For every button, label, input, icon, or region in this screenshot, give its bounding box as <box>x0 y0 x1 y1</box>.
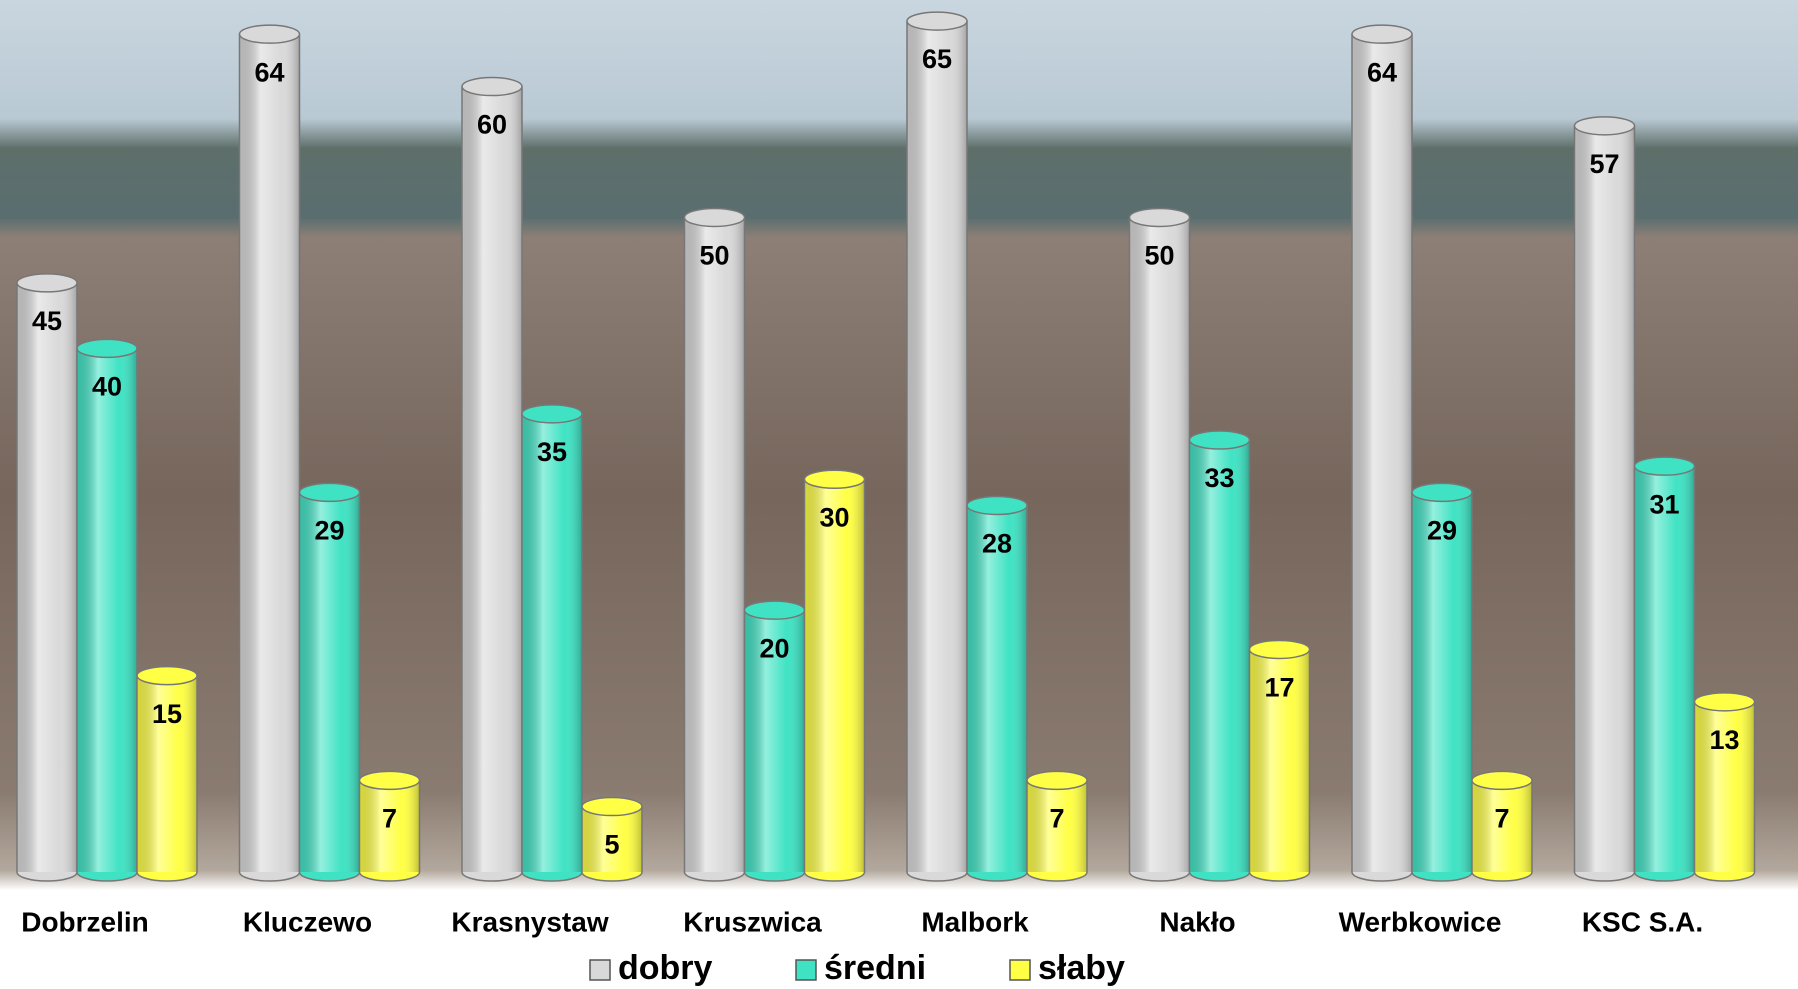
bar-shade <box>684 217 745 873</box>
value-label: 15 <box>152 699 182 729</box>
bar-cap <box>238 24 301 44</box>
bar-cap <box>1351 24 1413 44</box>
value-label: 7 <box>1494 803 1509 833</box>
bar-shade <box>462 86 522 872</box>
value-label: 5 <box>604 830 619 860</box>
bar-cap <box>298 482 361 503</box>
value-label: 40 <box>92 371 122 401</box>
legend-label: słaby <box>1038 949 1125 987</box>
bar-shade <box>1412 492 1472 872</box>
bar-cap <box>1026 770 1088 791</box>
legend-label: dobry <box>618 949 713 987</box>
bar-cap <box>1128 207 1191 228</box>
bar-shade <box>299 492 360 872</box>
x-tick-label: KSC S.A. <box>1582 906 1703 937</box>
value-label: 7 <box>382 803 397 833</box>
bar-shade <box>1472 780 1532 872</box>
value-label: 30 <box>819 502 849 532</box>
bar-shade <box>1249 649 1310 872</box>
bar-cap <box>581 796 643 817</box>
bar-shade <box>582 806 642 872</box>
bar-shade <box>804 479 865 872</box>
bar-cap <box>683 207 746 228</box>
bar-cap <box>803 469 866 490</box>
value-label: 65 <box>922 44 952 74</box>
bar-cap <box>1248 639 1311 660</box>
value-label: 50 <box>1144 241 1174 271</box>
bar-shade <box>907 21 967 873</box>
bar-shade <box>1574 125 1635 873</box>
x-tick-label: Krasnystaw <box>451 906 608 937</box>
bar-cap <box>521 404 583 424</box>
x-tick-label: Malbork <box>921 906 1029 937</box>
legend-swatch <box>1009 959 1031 981</box>
value-label: 7 <box>1049 803 1064 833</box>
bar-shade <box>1129 217 1190 873</box>
bar-cap <box>358 770 421 791</box>
x-tick-label: Werbkowice <box>1339 906 1502 937</box>
bar-shade <box>967 505 1027 872</box>
value-label: 29 <box>1427 515 1457 545</box>
legend-swatch <box>795 959 817 981</box>
x-tick-label: Nakło <box>1159 906 1235 937</box>
bar-shade <box>359 780 420 872</box>
bar-shade <box>744 610 805 872</box>
bar-cap <box>743 600 806 620</box>
bar-shade <box>17 282 77 873</box>
bar-cap <box>966 495 1028 516</box>
value-label: 35 <box>537 437 567 467</box>
bar-cap <box>906 11 968 31</box>
value-label: 13 <box>1709 725 1739 755</box>
bar-shade <box>137 675 197 872</box>
value-label: 64 <box>1367 57 1397 87</box>
bar-cap <box>1633 456 1696 476</box>
bar-cap <box>76 338 138 359</box>
bar-cap <box>1411 482 1473 503</box>
bar-cap <box>1573 116 1636 136</box>
value-label: 45 <box>32 306 62 336</box>
legend-swatch <box>589 959 611 981</box>
value-label: 50 <box>699 241 729 271</box>
bar-cap <box>136 665 198 686</box>
value-label: 64 <box>254 57 284 87</box>
legend-label: średni <box>824 949 926 987</box>
bar-shade <box>1352 34 1412 872</box>
x-tick-label: Kluczewo <box>243 906 372 937</box>
value-label: 28 <box>982 529 1012 559</box>
value-label: 17 <box>1264 673 1294 703</box>
value-label: 31 <box>1649 489 1679 519</box>
value-label: 57 <box>1589 149 1619 179</box>
bar-shade <box>522 413 582 872</box>
bar-shade <box>239 34 300 872</box>
value-label: 20 <box>759 633 789 663</box>
bar-cap <box>1188 430 1251 450</box>
bar-cap <box>1471 770 1533 791</box>
bar-shade <box>1634 466 1695 872</box>
bar-cap <box>461 76 523 97</box>
value-label: 60 <box>477 110 507 140</box>
x-tick-label: Dobrzelin <box>21 906 149 937</box>
bar-shade <box>1027 780 1087 872</box>
bar-cap <box>1693 692 1756 712</box>
bar-shade <box>77 348 137 872</box>
bar-cap <box>16 273 78 293</box>
bar-shade <box>1694 701 1755 872</box>
x-tick-label: Kruszwica <box>683 906 822 937</box>
bar-shade <box>1189 440 1250 872</box>
value-label: 33 <box>1204 463 1234 493</box>
value-label: 29 <box>314 515 344 545</box>
